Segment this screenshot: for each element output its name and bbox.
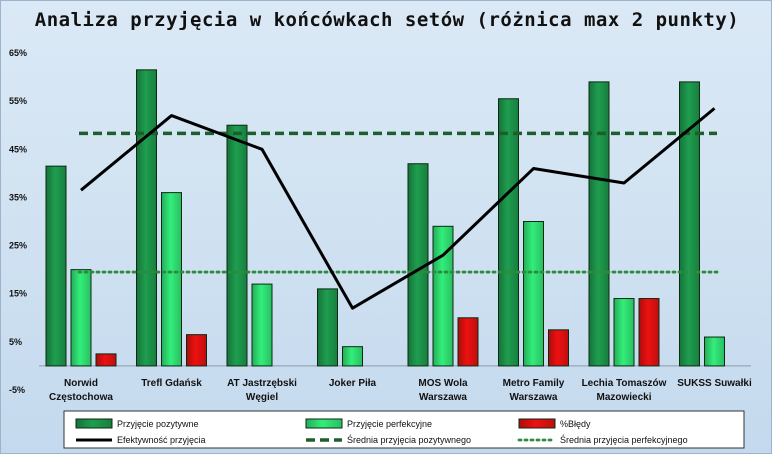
- bar--b-dy-0: [96, 354, 116, 366]
- bar-przyj-cie-perfekcyjne-3: [343, 347, 363, 366]
- bar-przyj-cie-perfekcyjne-2: [252, 284, 272, 366]
- category-label: Mazowiecki: [596, 392, 651, 403]
- bar--b-dy-4: [458, 318, 478, 366]
- legend-label: %Błędy: [560, 419, 591, 429]
- bar-przyj-cie-pozytywne-0: [46, 166, 66, 366]
- bar-przyj-cie-pozytywne-1: [137, 70, 157, 366]
- bar--b-dy-1: [187, 335, 207, 366]
- y-tick-label: 25%: [9, 241, 27, 251]
- legend-swatch: [76, 419, 112, 428]
- category-label: Warszawa: [510, 392, 558, 403]
- category-label: Częstochowa: [49, 392, 113, 403]
- y-tick-label: 15%: [9, 289, 27, 299]
- category-label: Warszawa: [419, 392, 467, 403]
- y-tick-label: -5%: [9, 385, 25, 395]
- y-tick-label: 65%: [9, 48, 27, 58]
- bar-przyj-cie-perfekcyjne-5: [524, 222, 544, 366]
- y-tick-label: 55%: [9, 96, 27, 106]
- legend-swatch: [519, 419, 555, 428]
- category-label: Metro Family: [503, 378, 565, 389]
- y-tick-label: 5%: [9, 337, 22, 347]
- legend-label: Efektywność przyjęcia: [117, 435, 206, 445]
- legend-swatch: [306, 419, 342, 428]
- bar--b-dy-5: [549, 330, 569, 366]
- bar-przyj-cie-pozytywne-6: [589, 82, 609, 366]
- category-label: Norwid: [64, 378, 98, 389]
- bar-przyj-cie-pozytywne-3: [318, 289, 338, 366]
- y-tick-label: 45%: [9, 144, 27, 154]
- bar-przyj-cie-perfekcyjne-1: [162, 193, 182, 366]
- category-label: Węgiel: [246, 392, 278, 403]
- category-label: Lechia Tomaszów: [582, 378, 667, 389]
- category-label: Joker Piła: [329, 378, 377, 389]
- legend-label: Średnia przyjęcia pozytywnego: [347, 434, 471, 445]
- legend-label: Przyjęcie pozytywne: [117, 419, 199, 429]
- category-label: SUKSS Suwałki: [677, 378, 752, 389]
- legend-label: Średnia przyjęcia perfekcyjnego: [560, 434, 688, 445]
- bar-przyj-cie-perfekcyjne-0: [71, 270, 91, 366]
- bar-przyj-cie-pozytywne-5: [499, 99, 519, 366]
- y-tick-label: 35%: [9, 192, 27, 202]
- bar-przyj-cie-perfekcyjne-6: [614, 299, 634, 366]
- category-label: MOS Wola: [418, 378, 468, 389]
- category-label: Trefl Gdańsk: [141, 378, 202, 389]
- bar-przyj-cie-pozytywne-2: [227, 125, 247, 366]
- bar--b-dy-6: [639, 299, 659, 366]
- bar-przyj-cie-perfekcyjne-7: [705, 337, 725, 366]
- category-label: AT Jastrzębski: [227, 378, 297, 389]
- legend-label: Przyjęcie perfekcyjne: [347, 419, 432, 429]
